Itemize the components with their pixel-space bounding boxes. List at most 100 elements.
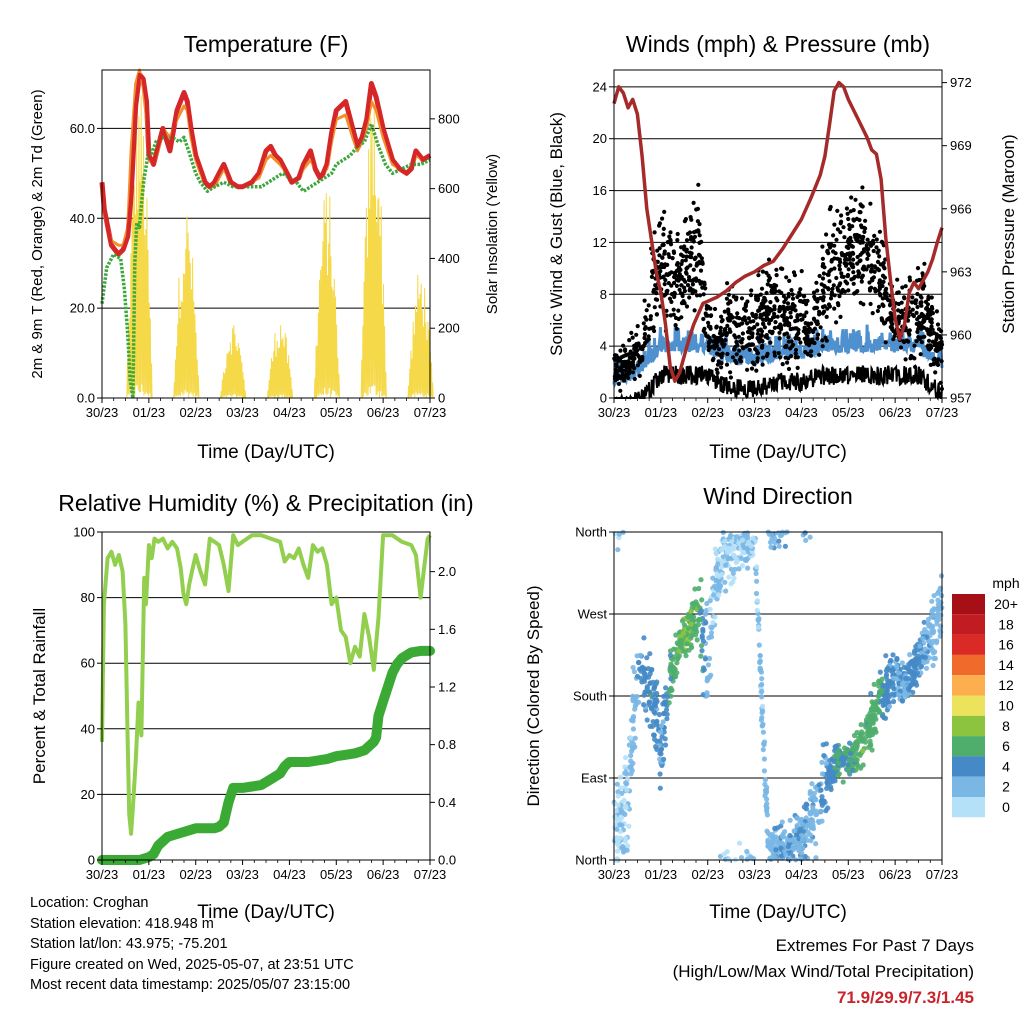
legend-label: 8 <box>1002 718 1010 734</box>
gust-point <box>734 360 739 365</box>
gust-point <box>774 267 779 272</box>
gust-point <box>818 325 823 330</box>
gust-point <box>689 217 694 222</box>
gust-point <box>762 325 768 330</box>
x-tick-label: 07/23 <box>926 867 959 882</box>
x-tick-label: 06/23 <box>367 405 400 420</box>
direction-point <box>783 852 789 858</box>
direction-point <box>680 630 686 637</box>
gust-point <box>699 256 705 261</box>
sustained-wind-lower <box>614 363 943 401</box>
direction-point <box>623 755 629 761</box>
gust-point <box>926 294 931 299</box>
gust-point <box>755 331 761 336</box>
direction-point <box>760 747 766 753</box>
temperature-x-ticks: 30/23 01/23 02/23 03/23 04/23 05/23 06/23 07/23 <box>86 398 446 420</box>
direction-point <box>719 545 726 551</box>
direction-point <box>821 753 827 759</box>
gust-point <box>658 269 663 274</box>
legend-title: mph <box>992 575 1019 591</box>
gust-point <box>711 356 716 361</box>
gust-point <box>642 326 648 331</box>
direction-point <box>638 668 644 674</box>
gust-point <box>783 344 788 349</box>
direction-point <box>709 625 715 631</box>
gust-point <box>804 302 809 307</box>
direction-point <box>787 832 793 839</box>
gust-point <box>652 328 657 334</box>
direction-point <box>775 530 782 536</box>
gust-point <box>822 265 827 270</box>
gust-point <box>625 359 630 364</box>
gust-point <box>657 253 662 258</box>
direction-point <box>819 818 825 824</box>
y-tick-label: North <box>575 525 607 540</box>
gust-point <box>875 250 880 255</box>
legend-swatch <box>952 634 985 655</box>
direction-point <box>880 702 886 709</box>
direction-point <box>779 840 785 846</box>
direction-point <box>623 835 629 841</box>
gust-point <box>827 207 833 212</box>
gust-point <box>679 245 684 250</box>
direction-point <box>668 685 674 691</box>
gust-point <box>915 304 920 310</box>
gust-point <box>834 237 839 242</box>
gust-point <box>760 339 765 344</box>
gust-point <box>672 271 678 276</box>
direction-point <box>804 822 810 828</box>
gust-point <box>641 321 646 326</box>
gust-point <box>671 307 676 312</box>
legend-label: 10 <box>998 698 1014 714</box>
gust-point <box>929 304 935 310</box>
direction-point <box>654 679 660 685</box>
legend-label: 4 <box>1002 758 1010 774</box>
direction-point <box>828 786 834 793</box>
direction-point <box>759 676 765 682</box>
direction-point <box>756 624 762 631</box>
gust-point <box>855 261 860 266</box>
y-right-tick-label: 1.2 <box>438 679 456 694</box>
direction-point <box>716 592 722 598</box>
gust-point <box>821 298 826 303</box>
direction-point <box>618 807 624 813</box>
gust-point <box>922 283 927 289</box>
direction-point <box>875 693 882 699</box>
gust-point <box>790 307 795 312</box>
direction-point <box>807 534 813 540</box>
station-location: Location: Croghan <box>30 895 149 911</box>
gust-point <box>626 352 631 357</box>
direction-point <box>740 537 746 543</box>
direction-point <box>617 774 624 780</box>
gust-point <box>740 317 745 322</box>
y-tick-label: 20 <box>593 131 607 146</box>
direction-point <box>800 821 806 828</box>
gust-point <box>660 216 665 221</box>
gust-point <box>868 201 873 206</box>
gust-point <box>697 233 702 238</box>
direction-point <box>707 674 713 680</box>
gust-point <box>667 296 673 301</box>
gust-point <box>785 360 790 365</box>
gust-point <box>803 321 808 326</box>
direction-point <box>754 607 760 613</box>
gust-point <box>652 305 657 310</box>
direction-point <box>909 660 915 666</box>
gust-point <box>730 355 736 360</box>
gust-point <box>756 328 761 333</box>
direction-point <box>764 801 770 807</box>
direction-point <box>694 637 700 643</box>
direction-point <box>802 530 808 536</box>
gust-point <box>885 297 891 302</box>
direction-point <box>859 735 865 741</box>
direction-point <box>754 578 760 584</box>
gust-point <box>900 285 905 290</box>
direction-point <box>688 608 694 615</box>
direction-point <box>884 696 890 702</box>
direction-point <box>698 653 704 659</box>
humidity-y-ticks-right: 0.0 0.4 0.8 1.2 1.6 2.0 <box>430 564 456 868</box>
gust-point <box>874 237 879 242</box>
gust-point <box>933 347 938 353</box>
gust-point <box>915 329 920 334</box>
gust-point <box>929 295 934 300</box>
